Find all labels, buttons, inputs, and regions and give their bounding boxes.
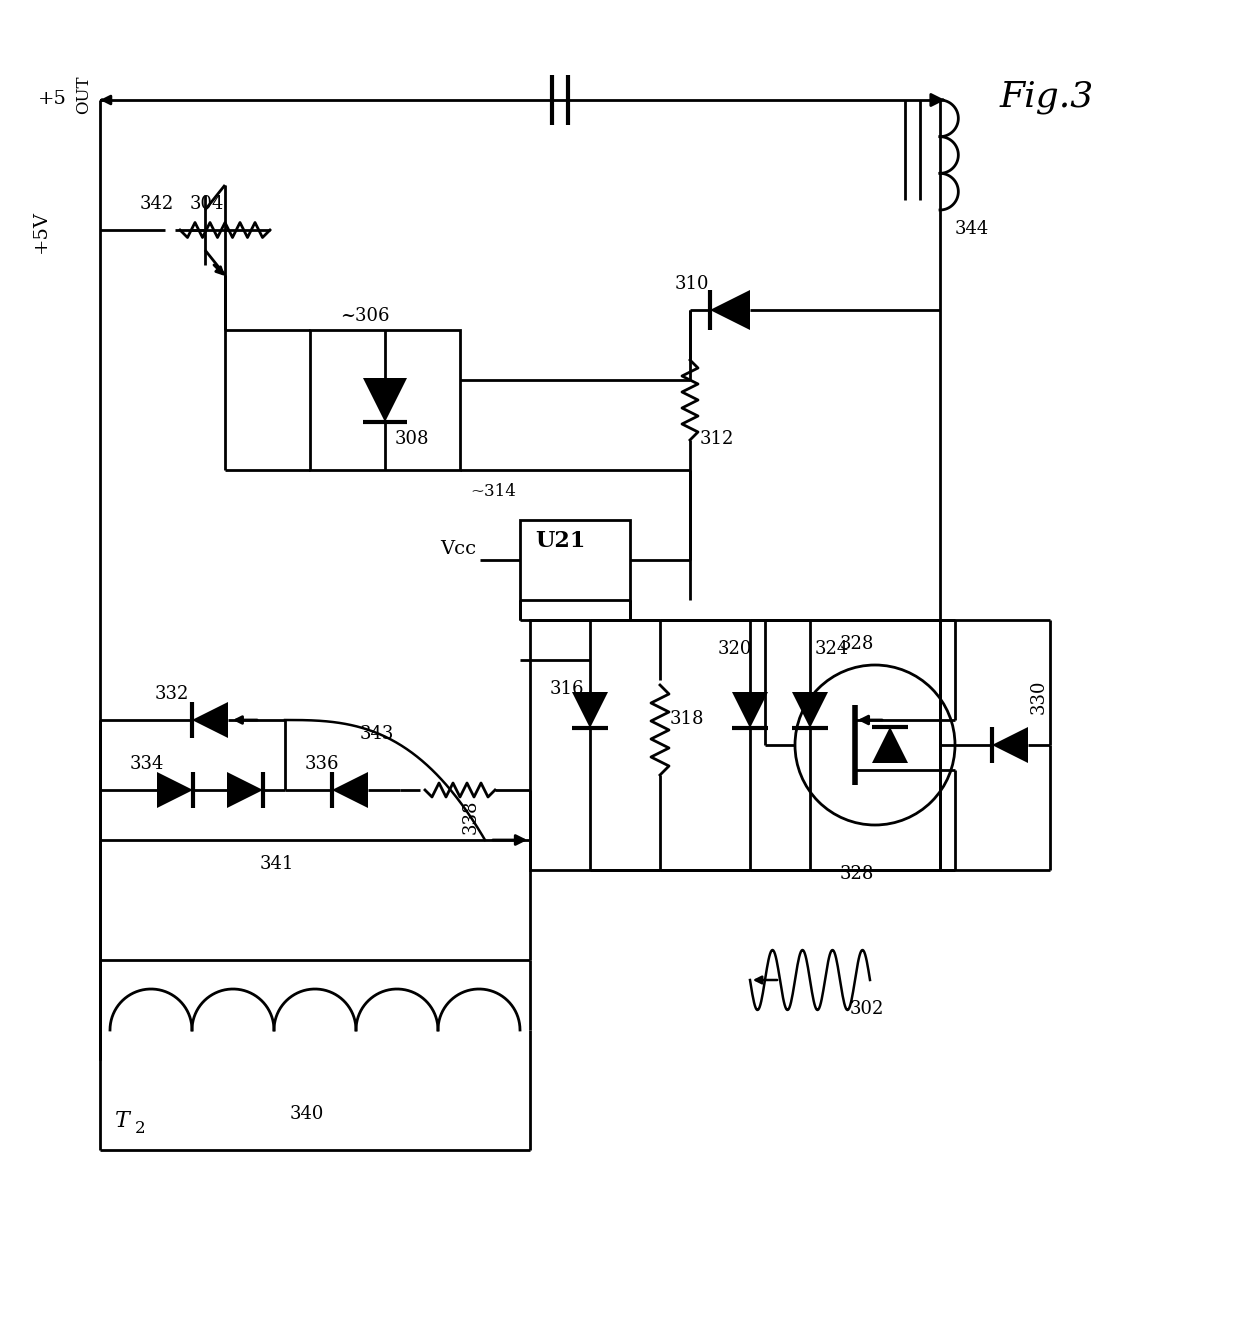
- Text: 324: 324: [815, 640, 849, 658]
- Text: 2: 2: [135, 1120, 145, 1136]
- Text: 342: 342: [140, 195, 175, 213]
- Bar: [520, 520, 630, 600]
- Text: 302: 302: [849, 1000, 884, 1017]
- Text: 328: 328: [839, 865, 874, 882]
- Polygon shape: [332, 771, 368, 808]
- Text: Vcc: Vcc: [440, 540, 476, 558]
- Polygon shape: [792, 693, 828, 729]
- Text: 338: 338: [463, 800, 480, 834]
- Text: 304: 304: [190, 195, 224, 213]
- Polygon shape: [711, 290, 750, 330]
- Text: ~314: ~314: [470, 483, 516, 500]
- Polygon shape: [872, 727, 908, 763]
- Text: 312: 312: [701, 431, 734, 448]
- Text: 308: 308: [396, 431, 429, 448]
- Polygon shape: [572, 693, 608, 729]
- Text: T: T: [115, 1110, 130, 1132]
- Text: 340: 340: [290, 1104, 325, 1123]
- Polygon shape: [227, 771, 263, 808]
- Text: 318: 318: [670, 710, 704, 729]
- Text: 310: 310: [675, 275, 709, 293]
- Text: 334: 334: [130, 755, 165, 773]
- Text: 316: 316: [551, 681, 584, 698]
- Text: 332: 332: [155, 685, 190, 703]
- Text: +5: +5: [38, 90, 67, 108]
- Text: 343: 343: [360, 725, 394, 743]
- Text: OUT: OUT: [74, 75, 92, 114]
- Text: ~306: ~306: [340, 308, 389, 325]
- Polygon shape: [157, 771, 193, 808]
- Polygon shape: [732, 693, 768, 729]
- Text: U21: U21: [534, 529, 585, 552]
- Text: 328: 328: [839, 635, 874, 652]
- Bar: [310, 330, 460, 471]
- Text: Fig.3: Fig.3: [999, 80, 1094, 114]
- Text: 336: 336: [305, 755, 340, 773]
- Text: 330: 330: [1030, 681, 1048, 714]
- Polygon shape: [992, 727, 1028, 763]
- Text: +5V: +5V: [32, 210, 50, 253]
- Text: 320: 320: [718, 640, 753, 658]
- Polygon shape: [192, 702, 228, 738]
- Text: 344: 344: [955, 221, 990, 238]
- Polygon shape: [363, 378, 407, 422]
- Bar: [529, 620, 940, 870]
- Text: 341: 341: [260, 854, 294, 873]
